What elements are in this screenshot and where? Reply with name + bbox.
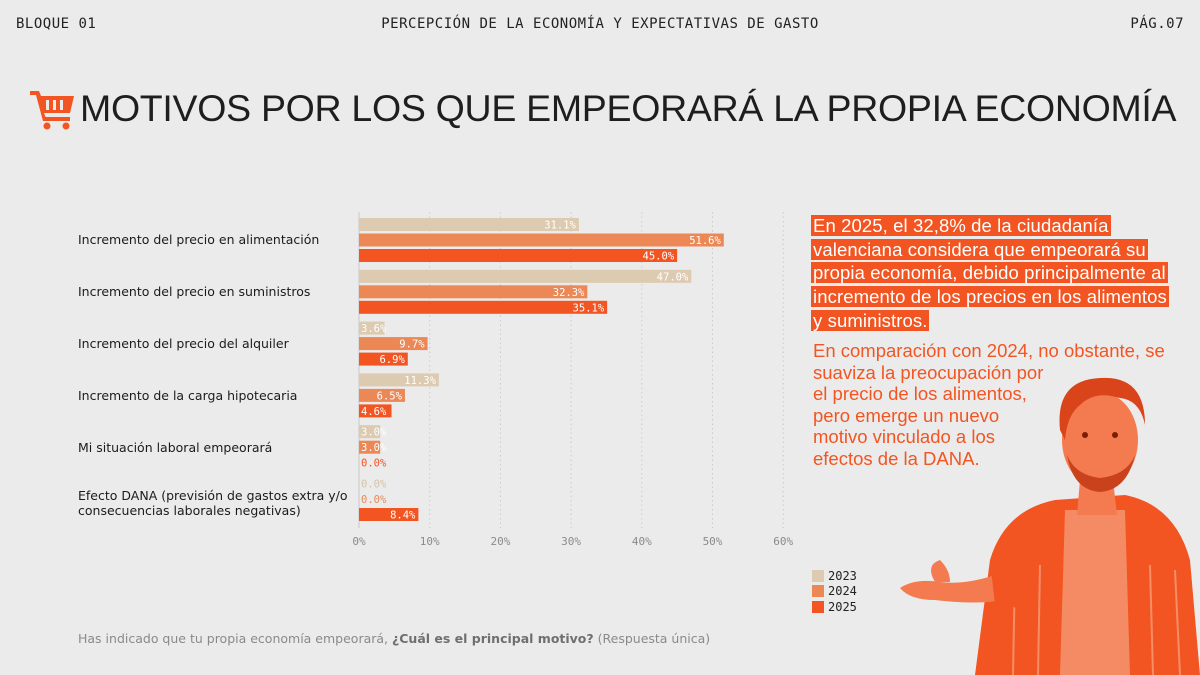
bar-2024 <box>359 440 381 454</box>
legend-swatch <box>812 600 824 613</box>
legend-item-2025: 2025 <box>812 599 857 615</box>
bar-2025 <box>359 508 419 521</box>
footnote-suffix: (Respuesta única) <box>593 631 711 646</box>
x-tick-label: 30% <box>561 535 581 548</box>
legend-item-2024: 2024 <box>812 584 857 600</box>
bar-value-label: 32.3% <box>553 287 585 299</box>
category-label: Incremento del precio en alimentación <box>78 232 320 247</box>
bar-chart: 0% 10% 20% 30% 40% 50% 60% 31.1% 51.6% 45.0% 47.0%… <box>352 212 794 548</box>
footnote-question: ¿Cuál es el principal motivo? <box>392 631 594 646</box>
category-label: Incremento de la carga hipotecaria <box>78 388 298 403</box>
bar-value-label: 0.0% <box>361 458 387 470</box>
bar-2025 <box>359 352 408 366</box>
bar-value-label: 11.3% <box>404 375 436 387</box>
bar-value-label: 3.0% <box>361 442 387 454</box>
legend-swatch <box>812 585 824 598</box>
legend-swatch <box>812 569 824 582</box>
body-line: motivo vinculado a los <box>813 426 996 447</box>
body-line: En comparación con 2024, no obstante, se <box>813 340 1165 361</box>
chart-legend: 2023 2024 2025 <box>812 568 857 615</box>
bar-value-label: 45.0% <box>643 251 675 263</box>
body-line: efectos de la DANA. <box>813 447 980 469</box>
legend-item-2023: 2023 <box>812 568 857 584</box>
bar-value-label: 3.6% <box>361 323 387 335</box>
bar-2023 <box>359 373 439 387</box>
category-label: Incremento del precio del alquiler <box>78 336 289 351</box>
bar-value-label: 6.9% <box>379 354 405 366</box>
category-label: Mi situación laboral empeorará <box>78 440 273 455</box>
title-block: MOTIVOS POR LOS QUE EMPEORARÁ LA PROPIA … <box>30 86 1177 130</box>
shopping-cart-icon <box>30 91 74 130</box>
bar-value-label: 0.0% <box>361 479 387 491</box>
body-line: pero emerge un nuevo <box>813 404 1000 426</box>
highlight-box: En 2025, el 32,8% de la ciudadanía valen… <box>811 214 1171 333</box>
x-tick-label: 40% <box>632 535 652 548</box>
bar-value-label: 31.1% <box>544 220 576 232</box>
bar-value-label: 8.4% <box>390 510 416 522</box>
page-number: PÁG.07 <box>1130 16 1184 32</box>
bar-2023 <box>359 269 692 283</box>
bar-2025 <box>359 249 678 262</box>
bar-2024 <box>359 285 588 299</box>
shrugging-person-illustration <box>900 377 1200 675</box>
bar-value-label: 0.0% <box>361 494 387 506</box>
x-tick-label: 60% <box>773 535 793 548</box>
bar-value-label: 3.0% <box>361 427 387 439</box>
category-label: Efecto DANA (previsión de gastos extra y… <box>78 488 348 518</box>
bar-2024 <box>359 337 428 351</box>
legend-label: 2024 <box>828 584 857 599</box>
page-title: MOTIVOS POR LOS QUE EMPEORARÁ LA PROPIA … <box>80 86 1177 129</box>
survey-question-footnote: Has indicado que tu propia economía empe… <box>78 631 710 646</box>
bar-2025 <box>359 300 608 314</box>
body-line: el precio de los alimentos, <box>813 383 1027 404</box>
bar-2024 <box>359 388 405 402</box>
bar-value-label: 47.0% <box>657 271 689 283</box>
x-tick-label: 0% <box>352 535 366 548</box>
bar-value-label: 9.7% <box>399 339 425 351</box>
x-tick-label: 20% <box>490 535 510 548</box>
section-title: PERCEPCIÓN DE LA ECONOMÍA Y EXPECTATIVAS… <box>381 16 819 32</box>
bar-value-label: 51.6% <box>689 235 721 247</box>
x-tick-label: 50% <box>703 535 723 548</box>
bar-value-label: 35.1% <box>573 302 605 314</box>
bar-2025 <box>359 404 392 418</box>
bar-2023 <box>359 218 579 231</box>
x-tick-label: 10% <box>420 535 440 548</box>
category-label: Incremento del precio en suministros <box>78 284 311 299</box>
highlight-text: En 2025, el 32,8% de la ciudadanía valen… <box>811 215 1169 331</box>
bar-value-label: 4.6% <box>361 406 387 418</box>
body-line: suaviza la preocupación por <box>813 361 1044 383</box>
bar-2024 <box>359 233 724 247</box>
legend-label: 2025 <box>828 599 857 614</box>
section-label: BLOQUE 01 <box>16 16 97 32</box>
bar-value-label: 6.5% <box>377 390 403 402</box>
bar-2023 <box>359 425 381 439</box>
footnote-prefix: Has indicado que tu propia economía empe… <box>78 631 392 646</box>
legend-label: 2023 <box>828 568 857 583</box>
bar-2023 <box>359 321 385 335</box>
body-text: En comparación con 2024, no obstante, se… <box>813 340 1173 469</box>
